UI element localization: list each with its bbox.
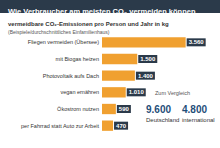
svg-text:4.800: 4.800 [182,104,207,115]
svg-text:Deutschland: Deutschland [146,117,179,123]
svg-text:international: international [182,117,215,123]
svg-text:Zum Vergleich: Zum Vergleich [155,90,190,96]
svg-text:590: 590 [119,106,130,112]
svg-text:(Beispiele/durchschnittliches: (Beispiele/durchschnittliches Einfamilie… [8,29,110,35]
svg-text:vermeidbare CO₂-Emissionen pro: vermeidbare CO₂-Emissionen pro Person un… [8,21,169,27]
svg-text:Wie Verbraucher am meisten CO₂: Wie Verbraucher am meisten CO₂ vermeiden… [8,7,196,16]
svg-text:per Fahrrad statt Auto zur Arb: per Fahrrad statt Auto zur Arbeit [21,123,99,129]
svg-text:9.600: 9.600 [146,104,171,115]
svg-text:1.500: 1.500 [140,56,156,62]
svg-text:1.010: 1.010 [129,89,145,95]
svg-text:mit Biogas heizen: mit Biogas heizen [56,56,99,62]
svg-text:Photovoltaik aufs Dach: Photovoltaik aufs Dach [43,73,99,79]
svg-text:Ökostrom nutzen: Ökostrom nutzen [57,106,99,112]
svg-text:1.400: 1.400 [138,73,154,79]
svg-text:3.560: 3.560 [189,39,205,45]
svg-text:Fliegen vermeiden (Übersee): Fliegen vermeiden (Übersee) [28,39,99,45]
svg-text:470: 470 [116,123,127,129]
svg-text:vegan ernähren: vegan ernähren [60,89,99,95]
